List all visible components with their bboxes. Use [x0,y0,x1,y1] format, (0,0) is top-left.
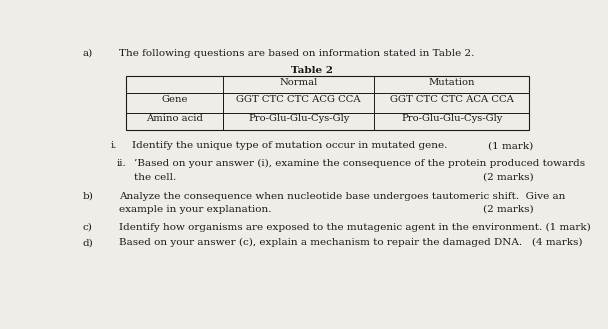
Text: Gene: Gene [162,95,188,104]
Text: Pro-Glu-Glu-Cys-Gly: Pro-Glu-Glu-Cys-Gly [248,114,350,123]
Text: The following questions are based on information stated in Table 2.: The following questions are based on inf… [119,49,474,58]
Text: d): d) [82,238,93,247]
Text: Pro-Glu-Glu-Cys-Gly: Pro-Glu-Glu-Cys-Gly [401,114,503,123]
Text: example in your explanation.: example in your explanation. [119,205,271,214]
Text: b): b) [82,192,93,201]
Text: ’Based on your answer (i), examine the consequence of the protein produced towar: ’Based on your answer (i), examine the c… [134,159,586,168]
Text: (1 mark): (1 mark) [488,141,533,150]
Text: c): c) [82,223,92,232]
Text: Identify how organisms are exposed to the mutagenic agent in the environment. (1: Identify how organisms are exposed to th… [119,223,590,232]
Text: Based on your answer (c), explain a mechanism to repair the damaged DNA.   (4 ma: Based on your answer (c), explain a mech… [119,238,582,247]
Text: Mutation: Mutation [429,78,475,87]
Bar [126,76,530,130]
Text: Normal: Normal [280,78,318,87]
Text: a): a) [82,49,92,58]
Text: Table 2: Table 2 [291,66,333,75]
Text: Analyze the consequence when nucleotide base undergoes tautomeric shift.  Give a: Analyze the consequence when nucleotide … [119,192,565,201]
Text: Identify the unique type of mutation occur in mutated gene.: Identify the unique type of mutation occ… [132,141,447,150]
Text: i.: i. [111,141,117,150]
Text: Amino acid: Amino acid [147,114,203,123]
Text: (2 marks): (2 marks) [483,205,533,214]
Text: ii.: ii. [116,159,126,168]
Text: (2 marks): (2 marks) [483,173,533,182]
Text: GGT CTC CTC ACG CCA: GGT CTC CTC ACG CCA [237,95,361,104]
Text: the cell.: the cell. [134,173,176,182]
Text: GGT CTC CTC ACA CCA: GGT CTC CTC ACA CCA [390,95,514,104]
